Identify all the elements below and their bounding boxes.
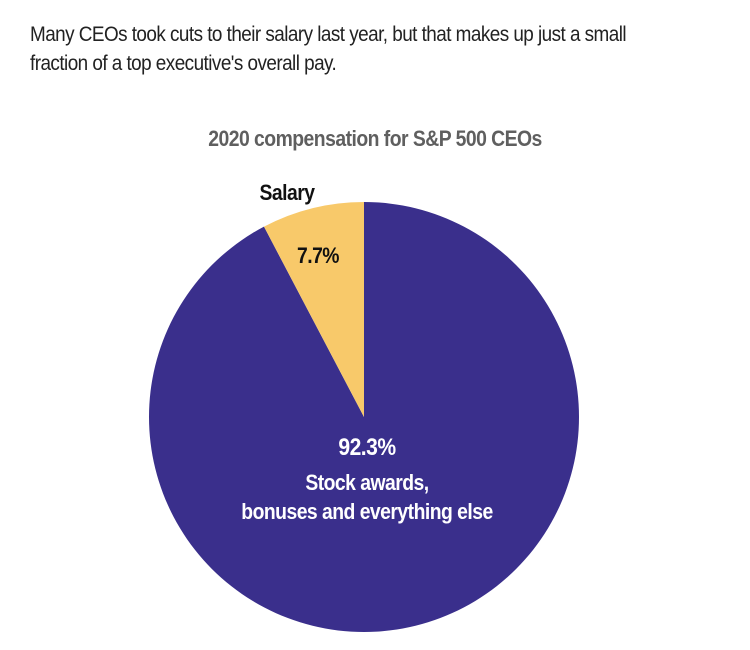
other-value-label: 92.3%: [338, 434, 396, 461]
chart-title: 2020 compensation for S&P 500 CEOs: [208, 126, 542, 151]
pie-slices: [148, 202, 579, 632]
other-name-label-line-2: bonuses and everything else: [241, 500, 492, 524]
other-name-label-line-1: Stock awards,: [305, 471, 428, 495]
pie-slice-salary: [263, 202, 364, 417]
salary-label: Salary: [260, 181, 316, 205]
chart-subtitle: Many CEOs took cuts to their salary last…: [30, 23, 627, 75]
pie-labels: Salary 7.7% 92.3% Stock awards, bonuses and …: [241, 181, 493, 524]
salary-value-label: 7.7%: [297, 244, 339, 268]
